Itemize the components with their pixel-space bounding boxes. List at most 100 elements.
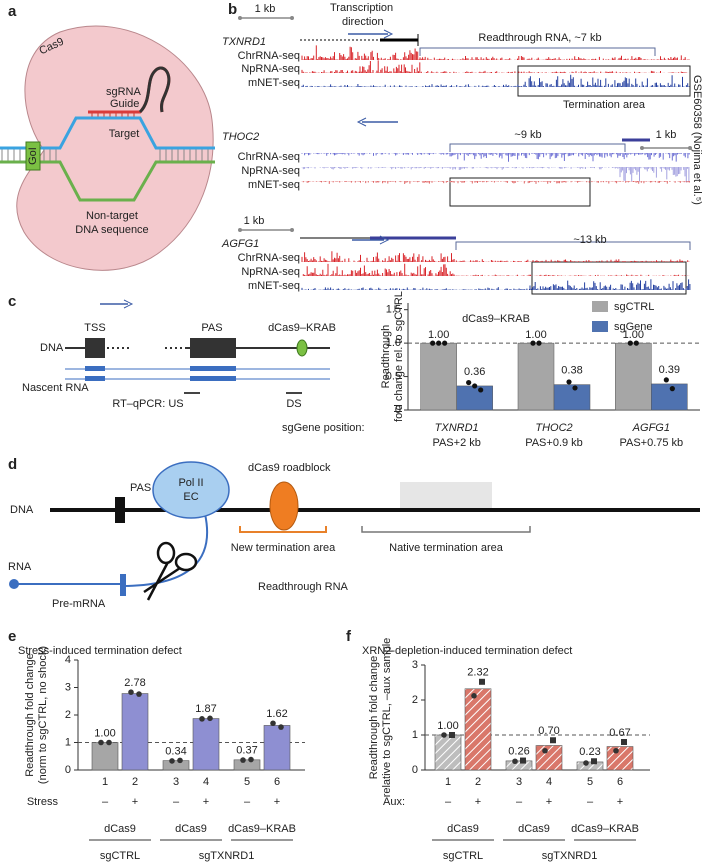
x-tick-label: 6 xyxy=(274,776,280,788)
replicate-point xyxy=(512,758,518,765)
panel-d-art xyxy=(9,461,700,601)
bar xyxy=(517,342,555,411)
bar xyxy=(615,342,652,411)
replicate-point xyxy=(520,757,526,764)
label: Pol II xyxy=(178,477,203,489)
y-tick-label: 1 xyxy=(412,729,418,741)
label: ~9 kb xyxy=(514,129,541,141)
y-axis-label: relative to sgCTRL, –aux sample xyxy=(381,638,393,798)
y-axis-label: (norm to sgCTRL, no shock) xyxy=(37,646,49,784)
supergroup-label: sgTXNRD1 xyxy=(199,850,255,862)
replicate-point xyxy=(530,340,536,346)
replicate-point xyxy=(627,340,633,346)
label: DNA xyxy=(10,504,34,516)
label: Nascent RNA xyxy=(22,382,89,394)
condition: – xyxy=(587,796,594,808)
label: Termination area xyxy=(563,99,646,111)
value-label: 1.00 xyxy=(437,720,458,732)
y-tick-label: 3 xyxy=(412,659,418,671)
replicate-point xyxy=(663,377,669,383)
legend-label: sgGene xyxy=(614,321,653,333)
track-name: mNET-seq xyxy=(248,77,300,89)
bar xyxy=(576,761,604,771)
replicate-point xyxy=(591,758,597,765)
x-tick-label: TXNRD1 xyxy=(435,422,479,434)
y-axis-label: Readthrough xyxy=(380,325,392,389)
label: ~13 kb xyxy=(573,234,606,246)
bar xyxy=(553,384,591,411)
replicate-point xyxy=(106,739,112,746)
y-tick-label: 0.5 xyxy=(386,370,401,382)
replicate-point xyxy=(128,689,134,695)
signal-track xyxy=(301,167,690,183)
bar xyxy=(420,342,457,411)
x-tick-sublabel: PAS+2 kb xyxy=(432,437,480,449)
bar xyxy=(505,760,533,771)
group-label: dCas9–KRAB xyxy=(571,823,639,835)
replicate-point xyxy=(199,716,205,722)
y-tick-label: 1.0 xyxy=(386,337,401,349)
track-name: mNET-seq xyxy=(248,280,300,292)
value-label: 0.26 xyxy=(508,745,529,757)
gene-name: AGFG1 xyxy=(221,238,259,250)
panel-label: e xyxy=(8,628,16,645)
y-tick-label: 2 xyxy=(412,694,418,706)
gene-name: TXNRD1 xyxy=(222,36,266,48)
replicate-point xyxy=(240,757,246,763)
condition: + xyxy=(203,796,209,808)
sgrna-scaffold xyxy=(138,66,171,114)
label: DNA xyxy=(40,342,64,354)
x-tick-label: 1 xyxy=(445,776,451,788)
gene-name: THOC2 xyxy=(222,131,259,143)
position-label: sgGene position: xyxy=(282,422,365,434)
replicate-point xyxy=(536,340,542,346)
label: 1 kb xyxy=(255,3,276,15)
replicate-point xyxy=(583,760,589,766)
replicate-point xyxy=(669,386,675,392)
y-axis-label: fold change rel. to sgCTRL xyxy=(393,291,405,422)
replicate-point xyxy=(572,385,578,391)
replicate-point xyxy=(466,379,472,386)
value-label: 0.37 xyxy=(236,744,257,756)
replicate-point xyxy=(566,379,572,385)
y-tick-label: 2 xyxy=(65,709,71,721)
signal-track xyxy=(301,74,690,87)
condition: – xyxy=(173,796,180,808)
y-axis-label: Readthrough fold change xyxy=(368,656,380,780)
x-tick-sublabel: PAS+0.75 kb xyxy=(619,437,683,449)
label: PAS xyxy=(201,322,222,334)
y-tick-label: 1.5 xyxy=(386,304,401,316)
label: Readthrough RNA xyxy=(258,581,349,593)
value-label: 2.78 xyxy=(124,677,145,689)
track-name: ChrRNA-seq xyxy=(238,252,300,264)
track-name: NpRNA-seq xyxy=(241,63,300,75)
value-label: 0.23 xyxy=(579,746,600,758)
chart-title: XRN2-depletion-induced termination defec… xyxy=(362,645,572,657)
replicate-point xyxy=(542,747,548,754)
group-label: dCas9 xyxy=(175,823,207,835)
bar xyxy=(434,734,462,771)
x-tick-label: 2 xyxy=(475,776,481,788)
bar xyxy=(192,718,220,771)
signal-track xyxy=(301,60,689,73)
condition: + xyxy=(274,796,280,808)
x-tick-label: 5 xyxy=(587,776,593,788)
track-name: ChrRNA-seq xyxy=(238,50,300,62)
group-label: dCas9 xyxy=(447,823,479,835)
label: EC xyxy=(183,491,198,503)
x-tick-sublabel: PAS+0.9 kb xyxy=(525,437,583,449)
group-label: dCas9 xyxy=(104,823,136,835)
y-tick-label: 4 xyxy=(65,654,71,666)
signal-track xyxy=(302,263,690,276)
chart-title: dCas9–KRAB xyxy=(462,313,530,325)
replicate-point xyxy=(98,739,104,746)
x-tick-label: 3 xyxy=(173,776,179,788)
replicate-point xyxy=(442,340,448,346)
y-tick-label: 0 xyxy=(395,404,401,416)
replicate-point xyxy=(449,732,455,738)
y-tick-label: 1 xyxy=(65,736,71,748)
value-label: 1.00 xyxy=(623,329,644,341)
panel-label: d xyxy=(8,456,17,473)
label: dCas9 roadblock xyxy=(248,462,331,474)
